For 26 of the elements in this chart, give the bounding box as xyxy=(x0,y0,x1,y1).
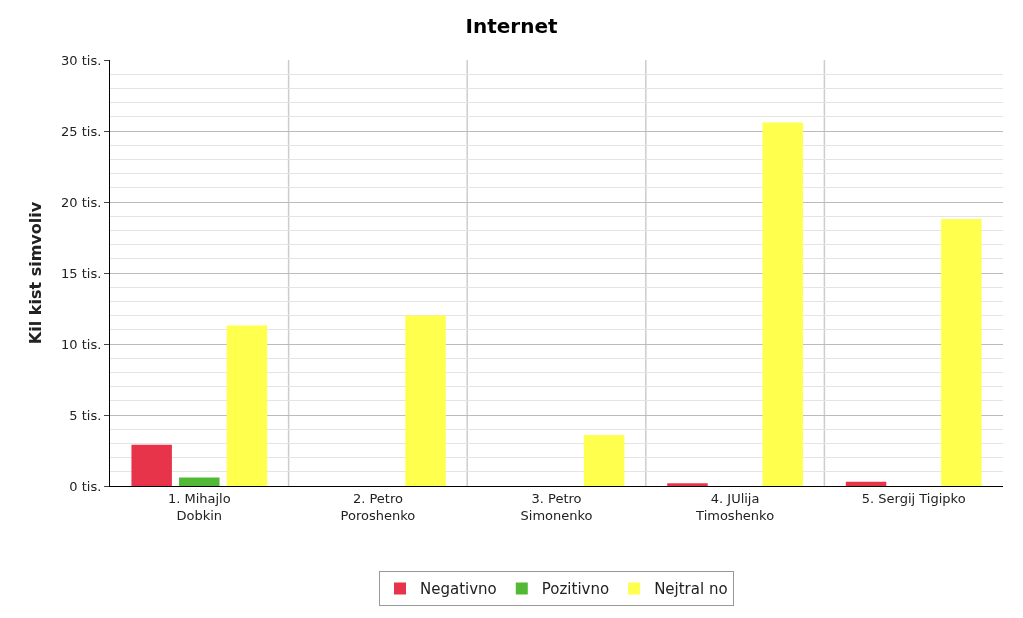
y-axis-title: Kil kist simvoliv xyxy=(26,201,45,345)
bar xyxy=(405,315,446,486)
bar xyxy=(131,444,172,486)
y-tick-label: 15 tis. xyxy=(61,265,102,281)
y-tick-label: 5 tis. xyxy=(69,407,102,423)
bar xyxy=(179,477,220,486)
y-tick-label: 10 tis. xyxy=(61,336,102,352)
bar xyxy=(941,219,982,486)
x-tick-label: 1. Mihajlo Dobkin xyxy=(167,490,231,523)
y-tick-label: 25 tis. xyxy=(61,123,102,139)
bar xyxy=(667,483,708,486)
bar xyxy=(762,122,803,486)
x-tick-label: 3. Petro Simonenko xyxy=(520,490,593,523)
bar xyxy=(845,481,887,486)
legend-label: Pozitivno xyxy=(541,580,610,599)
y-tick-label: 20 tis. xyxy=(61,194,102,210)
y-tick-label: 0 tis. xyxy=(69,478,102,494)
bar xyxy=(583,434,625,486)
x-tick-label: 5. Sergij Tigipko xyxy=(861,490,966,506)
x-tick-label: 2. Petro Poroshenko xyxy=(340,490,416,523)
x-tick-label: 4. JUlija Timoshenko xyxy=(695,490,775,523)
legend-label: Negativno xyxy=(420,580,497,599)
y-tick-label: 30 tis. xyxy=(61,52,102,68)
bar xyxy=(226,325,268,486)
chart-title: Internet xyxy=(465,13,558,38)
legend-label: Nejtral no xyxy=(654,580,728,599)
